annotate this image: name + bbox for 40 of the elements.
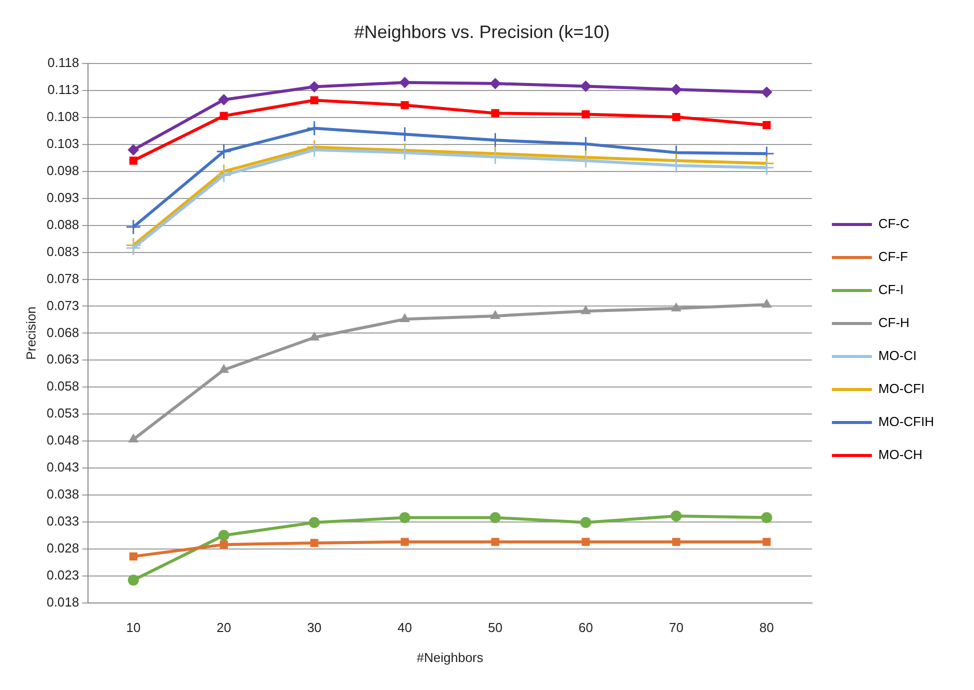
y-tick-label: 0.018 bbox=[46, 594, 80, 610]
y-tick-label: 0.108 bbox=[46, 109, 80, 124]
x-tick-label: 20 bbox=[216, 620, 232, 636]
x-tick-label: 10 bbox=[126, 620, 141, 636]
x-tick-label: 80 bbox=[759, 620, 774, 636]
x-tick-label: 70 bbox=[668, 620, 684, 636]
y-tick-label: 0.058 bbox=[46, 378, 80, 394]
y-tick-label: 0.038 bbox=[46, 486, 80, 502]
x-tick-label: 30 bbox=[307, 620, 322, 636]
y-tick-label: 0.023 bbox=[46, 567, 80, 582]
y-tick-label: 0.028 bbox=[46, 540, 80, 556]
y-tick-label: 0.098 bbox=[46, 163, 80, 178]
legend-label: MO-CFI bbox=[878, 381, 925, 396]
legend-label: MO-CI bbox=[878, 348, 917, 364]
y-tick-label: 0.053 bbox=[46, 406, 80, 421]
legend-label: CF-F bbox=[878, 249, 908, 264]
legend-label: CF-H bbox=[878, 315, 910, 330]
y-tick-label: 0.093 bbox=[46, 190, 80, 205]
x-tick-label: 60 bbox=[578, 620, 593, 636]
y-tick-label: 0.088 bbox=[46, 216, 80, 232]
y-tick-label: 0.063 bbox=[46, 352, 80, 367]
y-tick-label: 0.048 bbox=[46, 432, 80, 448]
chart-title: #Neighbors vs. Precision (k=10) bbox=[354, 22, 610, 42]
legend-label: CF-I bbox=[878, 282, 904, 298]
x-tick-label: 40 bbox=[398, 620, 412, 636]
legend-label: CF-C bbox=[878, 216, 910, 232]
x-axis-title: #Neighbors bbox=[416, 650, 484, 665]
y-tick-label: 0.068 bbox=[46, 324, 80, 340]
y-tick-label: 0.073 bbox=[46, 298, 80, 313]
y-tick-label: 0.118 bbox=[48, 55, 80, 70]
legend-label: MO-CFIH bbox=[878, 414, 934, 430]
x-tick-label: 50 bbox=[488, 620, 502, 636]
y-tick-label: 0.043 bbox=[46, 460, 80, 475]
y-tick-label: 0.103 bbox=[46, 136, 80, 152]
y-tick-label: 0.033 bbox=[46, 514, 80, 528]
legend-label: MO-CH bbox=[878, 447, 922, 462]
y-tick-label: 0.078 bbox=[46, 270, 80, 286]
y-axis-title: Precision bbox=[23, 306, 38, 360]
y-tick-label: 0.083 bbox=[46, 244, 80, 259]
y-tick-label: 0.113 bbox=[48, 82, 80, 98]
